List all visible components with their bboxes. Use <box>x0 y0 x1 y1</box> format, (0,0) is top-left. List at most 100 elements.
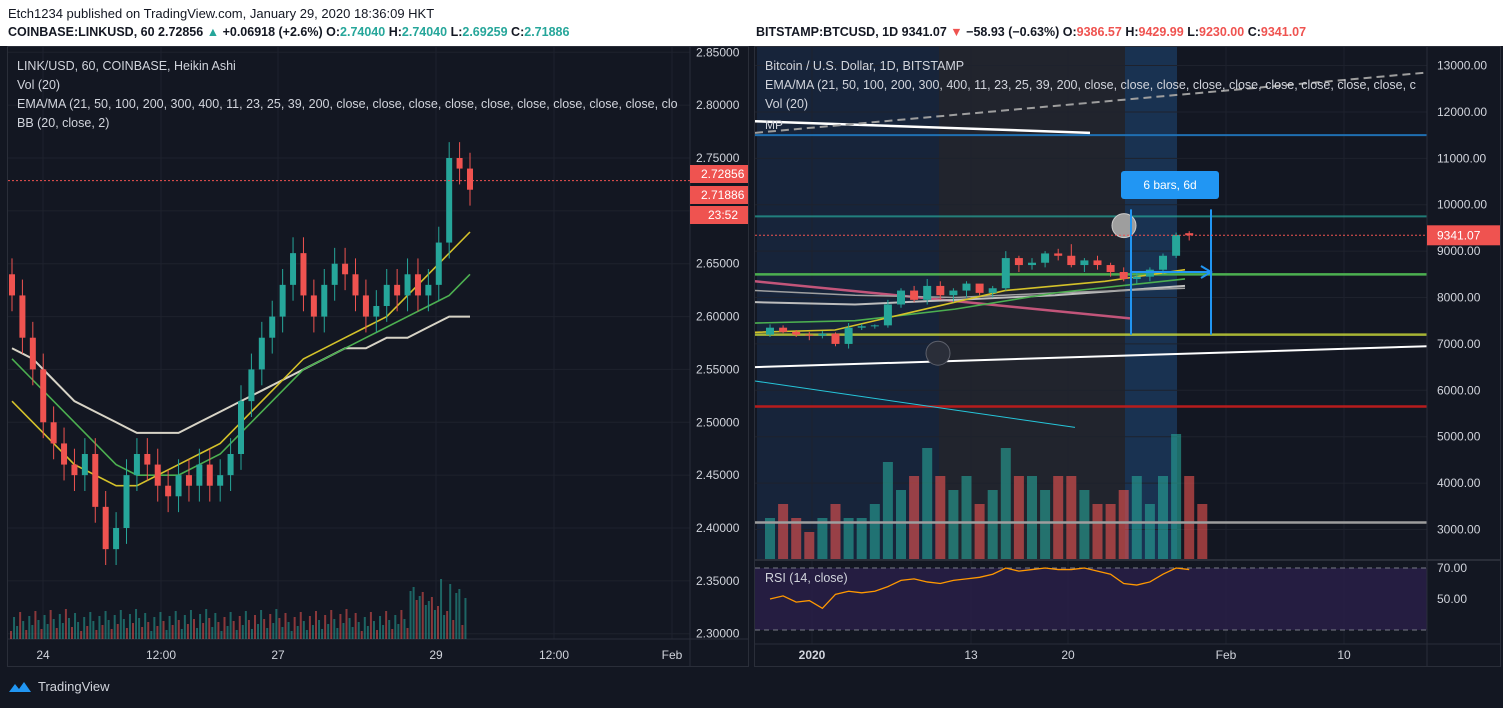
trend-line-cyan <box>755 380 1076 428</box>
volume-bar <box>437 606 439 639</box>
y-tick-label: 2.50000 <box>696 415 740 429</box>
volume-bar <box>333 619 336 639</box>
right-high: 9429.99 <box>1138 25 1184 39</box>
y-tick-label: 9000.00 <box>1437 244 1481 258</box>
x-tick-label: 20 <box>1061 648 1075 662</box>
candle-body <box>144 454 151 465</box>
x-tick-label: 2020 <box>799 648 826 662</box>
candle-body <box>975 283 984 293</box>
volume-bar <box>321 629 324 639</box>
volume-bar <box>443 615 446 639</box>
volume-bar <box>302 621 305 639</box>
volume-bar <box>287 622 290 639</box>
volume-bar <box>418 596 421 639</box>
candle-body <box>1067 255 1076 266</box>
volume-bar <box>141 627 144 639</box>
right-legend-ema: EMA/MA (21, 50, 100, 200, 300, 400, 11, … <box>765 78 1416 92</box>
volume-bar <box>260 610 263 639</box>
candle-body <box>404 274 411 296</box>
volume-bar <box>238 616 241 639</box>
volume-bar <box>318 620 321 639</box>
volume-bar <box>153 617 156 639</box>
x-tick-label: 24 <box>36 648 50 662</box>
y-tick-label: 3000.00 <box>1437 522 1481 536</box>
volume-bar <box>177 620 180 639</box>
trend-line-white <box>755 119 1091 135</box>
candle-body <box>19 295 26 338</box>
volume-bar <box>403 619 406 639</box>
volume-bar <box>229 612 232 639</box>
volume-bar <box>1131 476 1142 560</box>
candle-body <box>1106 265 1115 273</box>
volume-bar <box>110 629 113 639</box>
volume-bar <box>348 618 351 639</box>
tradingview-brand[interactable]: TradingView <box>8 679 110 694</box>
right-symbol[interactable]: BITSTAMP:BTCUSD, 1D <box>756 25 899 39</box>
volume-bar <box>360 631 363 639</box>
volume-bar <box>77 622 80 639</box>
volume-bar <box>10 631 12 639</box>
volume-bar <box>199 614 202 639</box>
volume-bar <box>1158 476 1168 560</box>
left-chart-svg[interactable]: 2.850002.800002.750002.700002.650002.600… <box>8 47 748 666</box>
trend-line-dashed <box>755 71 1428 134</box>
volume-bar <box>168 616 171 639</box>
volume-bar <box>205 609 208 639</box>
volume-bar <box>330 610 333 639</box>
candle-body <box>818 333 827 336</box>
x-tick-label: Feb <box>1216 648 1237 662</box>
y-tick-label: 7000.00 <box>1437 337 1481 351</box>
volume-bar <box>1053 476 1064 560</box>
candle-body <box>92 454 99 507</box>
candle-body <box>1041 253 1050 263</box>
left-high: 2.74040 <box>401 25 448 39</box>
volume-bar <box>25 630 28 639</box>
candle-body <box>1028 262 1036 266</box>
volume-bar <box>46 624 49 639</box>
volume-bar <box>424 605 427 639</box>
volume-bar <box>421 592 424 639</box>
volume-bar <box>116 624 119 639</box>
volume-bar <box>449 584 452 639</box>
left-legend-bb: BB (20, close, 2) <box>17 116 110 130</box>
left-chart-panel[interactable]: 2.850002.800002.750002.700002.650002.600… <box>7 46 749 667</box>
volume-bar <box>1197 504 1208 560</box>
volume-bar <box>388 620 391 639</box>
right-chart-panel[interactable]: 6 bars, 6d MP 13000.00 12000.00 11000.00 1000… <box>754 46 1501 667</box>
candle-body <box>113 528 120 550</box>
left-legend-title: LINK/USD, 60, COINBASE, Heikin Ashi <box>17 59 236 73</box>
volume-bar <box>266 628 269 639</box>
measure-arrowhead <box>1200 265 1213 279</box>
volume-bar <box>363 617 366 639</box>
volume-bar <box>1000 448 1011 560</box>
brand-label: TradingView <box>38 679 110 694</box>
volume-bar <box>43 615 46 639</box>
candle-body <box>962 283 971 291</box>
candle-body <box>269 316 276 338</box>
volume-bar <box>19 612 22 639</box>
volume-bar <box>415 600 418 639</box>
candle-body <box>1185 233 1194 236</box>
candle-body <box>831 333 840 344</box>
right-close: 9341.07 <box>1260 25 1307 39</box>
volume-bar <box>147 622 150 639</box>
volume-bar <box>464 598 467 639</box>
volume-bar <box>193 619 195 639</box>
volume-bar <box>830 504 841 560</box>
candle-body <box>217 475 224 486</box>
candle-body <box>1119 272 1128 279</box>
volume-bar <box>74 613 77 639</box>
volume-bar <box>34 611 37 639</box>
right-chart-svg[interactable]: 6 bars, 6d MP 13000.00 12000.00 11000.00 1000… <box>755 47 1500 666</box>
volume-bar <box>80 631 83 639</box>
candle-body <box>9 274 15 296</box>
right-open: 9386.57 <box>1076 25 1122 39</box>
volume-bar <box>113 615 116 639</box>
volume-bar <box>882 462 893 560</box>
left-symbol[interactable]: COINBASE:LINKUSD, 60 <box>8 25 155 39</box>
candle-body <box>936 285 945 296</box>
volume-bar <box>351 627 354 639</box>
candle-body <box>154 464 161 486</box>
volume-bar <box>324 615 327 639</box>
volume-bar <box>376 630 378 639</box>
